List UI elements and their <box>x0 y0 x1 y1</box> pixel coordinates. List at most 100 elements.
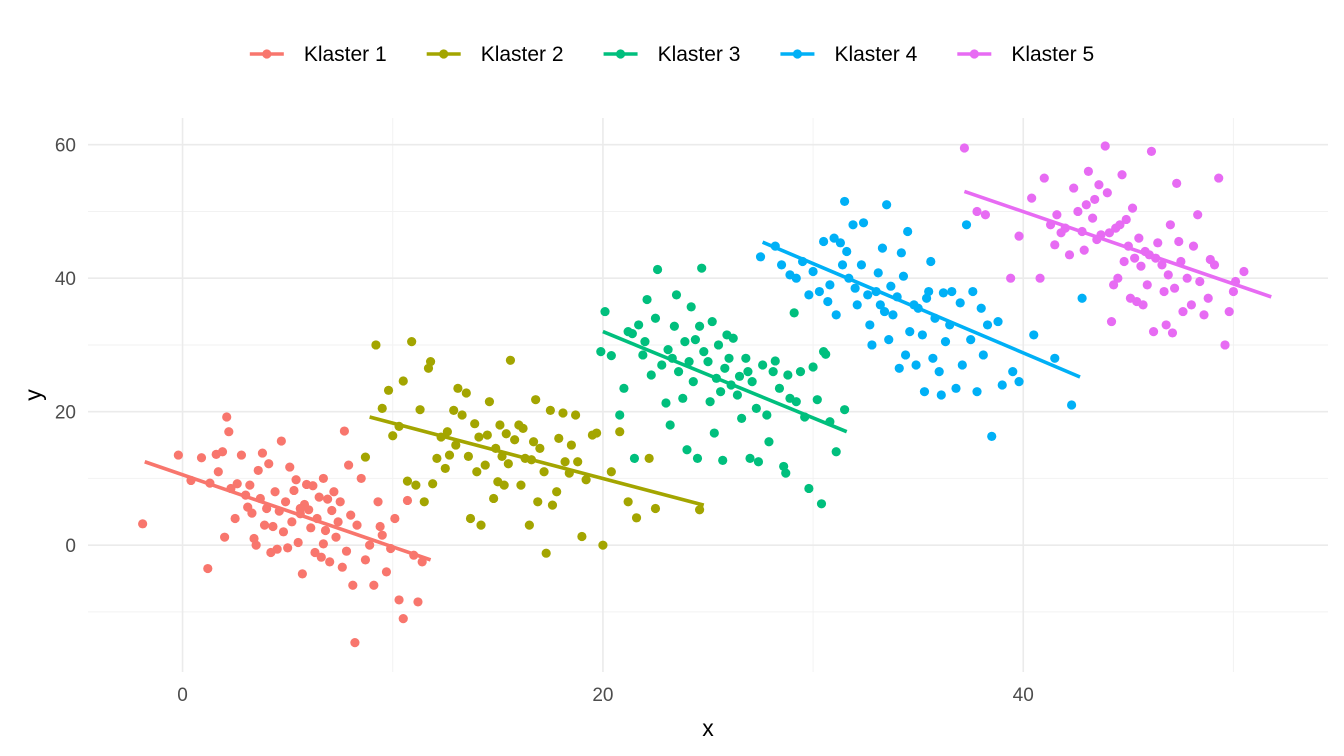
series-3-points <box>596 263 850 509</box>
data-point <box>894 363 904 373</box>
data-point <box>1050 240 1060 250</box>
data-point <box>718 455 728 466</box>
data-point <box>690 335 700 345</box>
data-point <box>1014 231 1024 241</box>
fit-line-series-2 <box>369 415 705 507</box>
data-point <box>734 371 745 381</box>
data-point <box>295 503 305 514</box>
legend-label: Klaster 3 <box>658 43 741 66</box>
data-point <box>442 427 452 437</box>
data-point <box>577 531 587 542</box>
data-point <box>510 435 520 445</box>
legend-label: Klaster 5 <box>1011 43 1094 66</box>
data-point <box>350 638 360 648</box>
data-point <box>173 450 183 460</box>
data-point <box>539 467 549 477</box>
data-point <box>987 431 997 441</box>
fit-line-series-1 <box>144 460 432 562</box>
data-point <box>480 460 490 470</box>
data-point <box>291 475 301 485</box>
x-tick-label: 40 <box>1013 685 1034 706</box>
data-point <box>1165 220 1175 230</box>
data-point <box>640 337 650 347</box>
legend-label: Klaster 4 <box>834 43 917 66</box>
data-point <box>791 397 801 407</box>
series-5-points <box>959 141 1249 350</box>
data-point <box>928 353 938 363</box>
data-point <box>308 481 318 491</box>
data-point <box>268 521 278 532</box>
data-point <box>1239 266 1249 277</box>
data-point <box>1106 316 1117 327</box>
data-point <box>306 523 316 533</box>
legend-item-1: Klaster 1 <box>249 43 387 66</box>
data-point <box>776 260 787 270</box>
data-point <box>472 467 482 477</box>
data-point <box>680 337 690 347</box>
data-point <box>1104 228 1115 238</box>
data-point <box>903 226 913 237</box>
data-point <box>402 495 413 506</box>
data-point <box>762 410 772 420</box>
data-point <box>980 210 991 220</box>
data-point <box>692 453 703 464</box>
data-point <box>957 360 967 370</box>
data-point <box>1064 250 1075 260</box>
legend-label: Klaster 1 <box>304 43 387 66</box>
data-point <box>346 510 356 520</box>
data-point <box>270 487 280 497</box>
data-point <box>592 428 602 438</box>
data-point <box>1199 310 1209 320</box>
data-point <box>919 387 930 397</box>
data-point <box>818 347 829 357</box>
data-point <box>432 453 442 464</box>
data-point <box>524 520 534 530</box>
data-point <box>741 353 751 363</box>
data-point <box>402 476 413 486</box>
data-point <box>1224 306 1234 317</box>
data-point <box>1167 328 1178 338</box>
data-point <box>831 310 841 320</box>
data-point <box>751 403 761 413</box>
data-point <box>1161 320 1171 330</box>
data-point <box>545 405 555 415</box>
data-point <box>451 440 461 450</box>
data-point <box>1163 270 1173 280</box>
data-point <box>1039 173 1049 183</box>
data-point <box>245 480 255 490</box>
data-point <box>926 256 936 267</box>
legend-key-point <box>262 49 272 59</box>
legend-key-point <box>969 49 979 59</box>
legend-item-3: Klaster 3 <box>603 43 741 66</box>
data-point <box>911 360 921 370</box>
data-point <box>858 218 869 228</box>
data-point <box>1109 280 1119 290</box>
series-2-points <box>360 337 705 558</box>
data-point <box>318 539 328 549</box>
data-point <box>1195 276 1205 287</box>
x-axis-title: x <box>702 715 714 741</box>
data-point <box>259 520 270 530</box>
data-point <box>1138 300 1148 310</box>
data-point <box>1203 293 1213 303</box>
data-point <box>644 453 654 464</box>
data-point <box>495 420 505 430</box>
data-point <box>1066 400 1077 410</box>
data-point <box>959 143 970 153</box>
data-point <box>888 310 898 320</box>
data-point <box>516 480 526 490</box>
legend-key-point <box>439 49 449 59</box>
data-point <box>1142 280 1152 290</box>
data-point <box>650 313 661 323</box>
data-point <box>257 448 268 458</box>
data-point <box>1157 260 1167 270</box>
data-point <box>1220 340 1230 350</box>
data-point <box>709 428 719 438</box>
data-point <box>882 200 892 210</box>
data-point <box>638 350 648 360</box>
data-point <box>304 505 314 515</box>
data-point <box>449 405 459 415</box>
fit-line-series-5 <box>963 189 1272 299</box>
data-point <box>249 533 259 544</box>
